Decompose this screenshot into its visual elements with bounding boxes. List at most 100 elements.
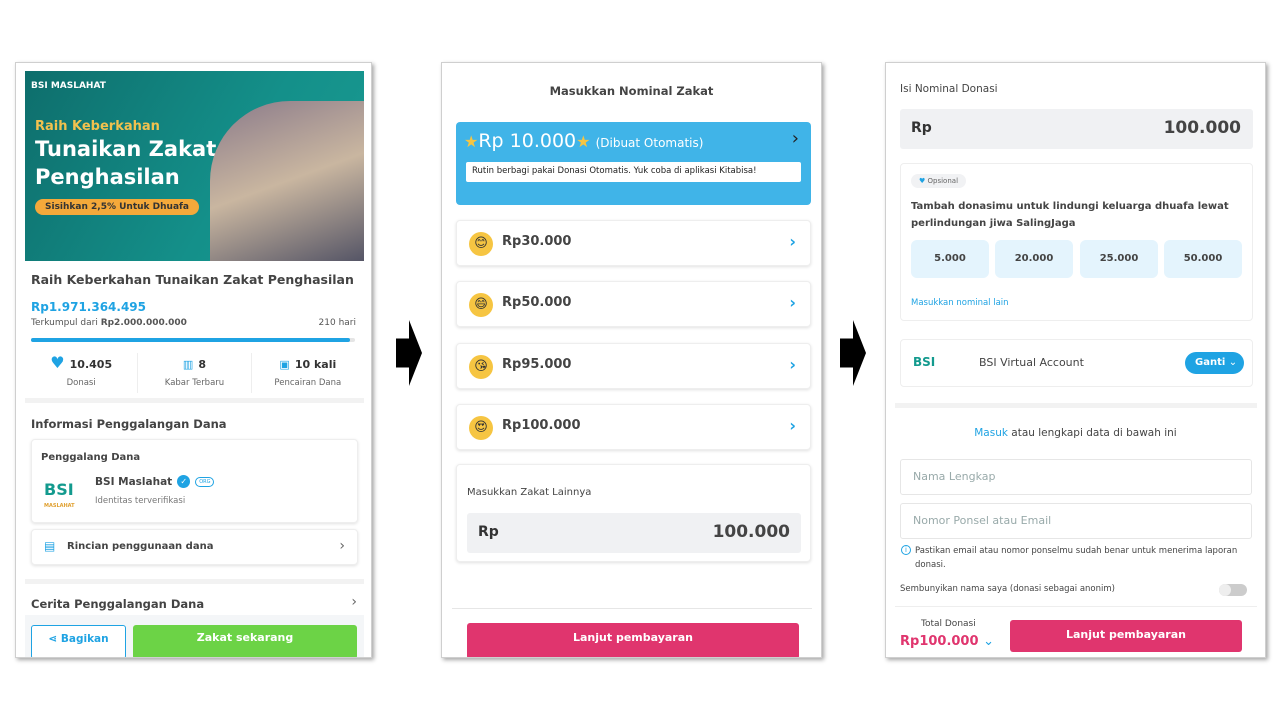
progress-bar [31, 338, 355, 342]
optional-badge: ♥ Opsional [911, 174, 967, 188]
optional-label: Opsional [927, 177, 959, 185]
smile-emoji-icon: 😊 [469, 232, 493, 256]
stat-value: 8 [198, 358, 207, 371]
stat-updates[interactable]: ▥ 8 Kabar Terbaru [138, 353, 252, 393]
amount-option[interactable]: 😘 Rp95.000 › [456, 343, 811, 389]
chevron-right-icon: › [789, 416, 796, 435]
chevron-right-icon: › [789, 293, 796, 312]
anonymous-toggle[interactable] [1219, 584, 1247, 596]
days-left: 210 hari [318, 318, 356, 328]
verified-text: Identitas terverifikasi [95, 496, 186, 506]
total-value[interactable]: Rp100.000 ⌄ [900, 634, 994, 649]
change-payment-button[interactable]: Ganti ⌄ [1185, 352, 1244, 374]
wallet-icon: ▤ [44, 539, 56, 553]
campaign-banner: BSI MASLAHAT Raih Keberkahan Tunaikan Za… [25, 71, 364, 261]
story-heading[interactable]: Cerita Penggalangan Dana [31, 597, 205, 611]
donation-form-screen: Isi Nominal Donasi Rp 100.000 ♥ Opsional… [885, 62, 1266, 658]
option-amount: Rp30.000 [502, 234, 572, 249]
kiss-emoji-icon: 😘 [469, 355, 493, 379]
page-title: Masukkan Nominal Zakat [549, 84, 714, 98]
total-amount: Rp100.000 [900, 634, 979, 649]
chevron-down-icon: ⌄ [1228, 357, 1238, 368]
banner-pill: Sisihkan 2,5% Untuk Dhuafa [35, 199, 199, 215]
auto-amount: Rp 10.000 [478, 130, 577, 152]
star-icon: ★ [576, 132, 591, 151]
option-amount: Rp95.000 [502, 357, 572, 372]
chevron-right-icon: › [339, 538, 345, 554]
fund-usage-link[interactable]: ▤ Rincian penggunaan dana › [31, 529, 358, 565]
currency-label: Rp [478, 524, 499, 540]
grin-emoji-icon: 😄 [469, 293, 493, 317]
chevron-right-icon: › [789, 232, 796, 251]
addon-text: Tambah donasimu untuk lindungi keluarga … [911, 201, 1229, 229]
progress-fill [31, 338, 351, 342]
campaign-screen: BSI MASLAHAT Raih Keberkahan Tunaikan Za… [15, 62, 372, 658]
chevron-right-icon[interactable]: › [351, 594, 357, 610]
other-amount-card: Masukkan Zakat Lainnya Rp 100.000 [456, 464, 811, 562]
donate-button[interactable]: Zakat sekarang [133, 625, 357, 657]
share-icon: ⋖ [48, 633, 58, 645]
continue-payment-button[interactable]: Lanjut pembayaran [467, 623, 799, 657]
target-text: Terkumpul dari Rp2.000.000.000 [31, 318, 187, 328]
stat-label: Donasi [66, 378, 96, 388]
fundraiser-card[interactable]: Penggalang Dana BSI MASLAHAT BSI Maslahat… [31, 439, 358, 523]
login-text: atau lengkapi data di bawah ini [1007, 427, 1177, 439]
payment-method-label: BSI Virtual Account [979, 356, 1084, 369]
donation-amount-input[interactable]: Rp 100.000 [900, 109, 1253, 149]
toggle-knob [1219, 584, 1231, 596]
other-amount-link[interactable]: Masukkan nominal lain [911, 298, 1009, 308]
amount-value: 100.000 [712, 522, 790, 542]
fundraiser-logo: BSI MASLAHAT [44, 482, 75, 514]
contact-input[interactable]: Nomor Ponsel atau Email [900, 503, 1252, 539]
stat-withdrawals[interactable]: ▣ 10 kali Pencairan Dana [252, 353, 364, 393]
fundraiser-name: BSI Maslahat [95, 475, 173, 488]
anonymous-label: Sembunyikan nama saya (donasi sebagai an… [900, 584, 1115, 594]
stat-value: 10 kali [294, 358, 337, 371]
org-badge: ORG [195, 476, 215, 487]
chevron-down-icon: ⌄ [983, 634, 994, 649]
other-amount-input[interactable]: Rp 100.000 [467, 513, 801, 553]
fund-usage-label: Rincian penggunaan dana [67, 541, 214, 552]
bsi-logo: BSI [913, 355, 936, 369]
amount-option[interactable]: 😄 Rp50.000 › [456, 281, 811, 327]
star-icon: ★ [464, 132, 479, 151]
share-label: Bagikan [60, 633, 109, 645]
addon-option[interactable]: 20.000 [995, 240, 1073, 278]
login-prompt: Masuk atau lengkapi data di bawah ini [886, 427, 1265, 439]
full-name-input[interactable]: Nama Lengkap [900, 459, 1252, 495]
page-title: Isi Nominal Donasi [900, 83, 998, 95]
banner-line1: Raih Keberkahan [35, 119, 160, 134]
auto-note: (Dibuat Otomatis) [595, 136, 704, 150]
stat-donations[interactable]: ♥ 10.405 Donasi [25, 353, 139, 393]
payment-method-card[interactable]: BSI BSI Virtual Account Ganti ⌄ [900, 339, 1253, 387]
campaign-title: Raih Keberkahan Tunaikan Zakat Penghasil… [31, 272, 354, 287]
banner-line2: Tunaikan Zakat [35, 137, 217, 161]
change-label: Ganti [1195, 357, 1226, 368]
amount-option[interactable]: 😍 Rp100.000 › [456, 404, 811, 450]
share-button[interactable]: ⋖ Bagikan [31, 625, 126, 657]
heart-eyes-emoji-icon: 😍 [469, 416, 493, 440]
flow-arrow-icon [396, 320, 422, 386]
news-icon: ▥ [182, 358, 194, 371]
section-divider [895, 403, 1257, 408]
login-link[interactable]: Masuk [974, 427, 1008, 439]
banner-logo: BSI MASLAHAT [31, 81, 106, 91]
addon-option[interactable]: 50.000 [1164, 240, 1242, 278]
addon-option[interactable]: 5.000 [911, 240, 989, 278]
verified-icon: ✓ [177, 475, 191, 488]
info-heading: Informasi Penggalangan Dana [31, 417, 227, 431]
auto-description: Rutin berbagi pakai Donasi Otomatis. Yuk… [466, 162, 801, 182]
target-prefix: Terkumpul dari [31, 318, 101, 328]
addon-card: ♥ Opsional Tambah donasimu untuk lindung… [900, 163, 1253, 321]
divider [452, 608, 812, 609]
divider [895, 606, 1257, 607]
chevron-right-icon: › [791, 128, 799, 149]
continue-payment-button[interactable]: Lanjut pembayaran [1010, 620, 1242, 652]
auto-donation-card[interactable]: ★Rp 10.000★ (Dibuat Otomatis) › Rutin be… [456, 122, 811, 205]
amount-option[interactable]: 😊 Rp30.000 › [456, 220, 811, 266]
stat-label: Kabar Terbaru [164, 378, 225, 388]
heart-icon: ♥ [50, 353, 65, 372]
target-amount: Rp2.000.000.000 [100, 318, 187, 328]
fundraiser-name-row: BSI Maslahat ✓ ORG [95, 475, 215, 488]
addon-option[interactable]: 25.000 [1080, 240, 1158, 278]
